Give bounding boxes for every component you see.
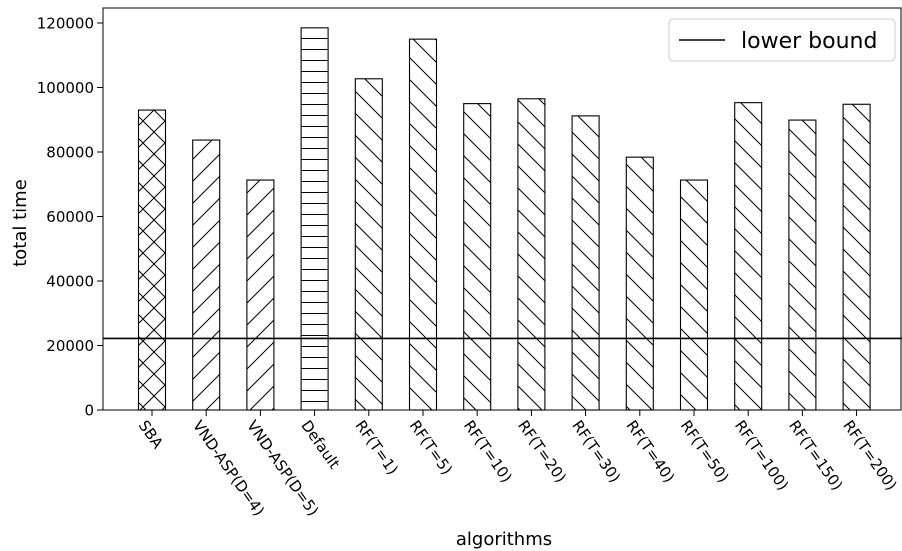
bar-vnd-asp-d-4 bbox=[192, 139, 221, 411]
bar-rf-t-10 bbox=[463, 103, 492, 411]
x-tick-label: RF(T=40) bbox=[623, 417, 679, 486]
legend-label-lower-bound: lower bound bbox=[741, 29, 877, 54]
bar-sba bbox=[137, 109, 167, 411]
bar-vnd-asp-d-5 bbox=[246, 179, 275, 411]
x-tick-label: RF(T=20) bbox=[514, 417, 570, 486]
bar-rf-t-30 bbox=[571, 115, 600, 411]
x-tick-label: SBA bbox=[135, 417, 167, 453]
axes-group bbox=[102, 7, 902, 411]
x-tick-label: RF(T=5) bbox=[406, 417, 456, 478]
x-tick-label: RF(T=100) bbox=[731, 417, 792, 494]
bar-rf-t-1 bbox=[354, 78, 383, 411]
x-tick-label: RF(T=10) bbox=[460, 417, 516, 486]
y-tick-label: 20000 bbox=[46, 337, 94, 355]
bar-rf-t-20 bbox=[517, 98, 546, 411]
bar-rf-t-50 bbox=[679, 179, 709, 411]
y-axis-title: total time bbox=[10, 179, 31, 267]
bar-rf-t-200 bbox=[842, 103, 871, 411]
bar-rf-t-40 bbox=[625, 156, 654, 411]
bars-group bbox=[137, 27, 871, 411]
bar-rf-t-100 bbox=[734, 102, 763, 411]
x-tick-label: Default bbox=[297, 417, 343, 472]
bar-rf-t-5 bbox=[408, 38, 438, 411]
y-tick-label: 80000 bbox=[46, 144, 94, 162]
y-tick-label: 120000 bbox=[37, 15, 94, 33]
y-tick-label: 0 bbox=[84, 402, 94, 420]
y-ticks-group: 0 20000 40000 60000 80000 100000 120000 bbox=[37, 15, 103, 420]
x-tick-label: RF(T=200) bbox=[839, 417, 900, 494]
x-tick-label: RF(T=150) bbox=[785, 417, 846, 494]
plot-frame bbox=[102, 7, 902, 411]
x-ticks-group: SBA VND-ASP(D=4)VND-ASP(D=5)Default RF(T=1… bbox=[135, 410, 901, 519]
y-tick-label: 40000 bbox=[46, 273, 94, 291]
y-tick-label: 100000 bbox=[37, 79, 94, 97]
legend-frame bbox=[668, 18, 896, 62]
x-tick-label: RF(T=30) bbox=[568, 417, 624, 486]
y-tick-label: 60000 bbox=[46, 208, 94, 226]
x-tick-label: RF(T=1) bbox=[352, 417, 402, 478]
bar-default bbox=[300, 27, 329, 411]
legend: lower bound bbox=[668, 18, 896, 62]
x-axis-title: algorithms bbox=[456, 529, 552, 550]
bar-rf-t-150 bbox=[788, 119, 817, 411]
x-tick-label: RF(T=50) bbox=[677, 417, 733, 486]
